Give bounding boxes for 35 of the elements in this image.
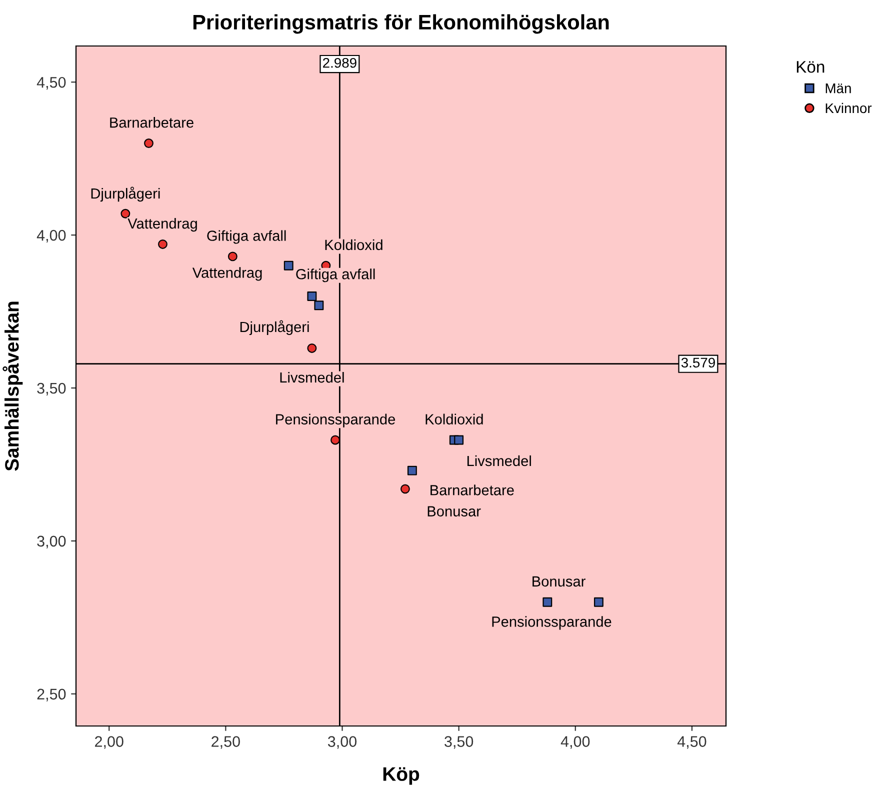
x-tick-label: 4,50 [677, 736, 706, 749]
annotation: Vattendrag [128, 218, 197, 232]
y-tick-label: 2,50 [37, 688, 66, 702]
annotation: Djurplågeri [240, 320, 309, 336]
annotation: Koldioxid [426, 414, 483, 424]
annotation: Djurplågeri [91, 186, 160, 202]
x-tick-label: 2,00 [95, 736, 124, 749]
annotation: Vattendrag [192, 267, 262, 281]
annotation: Pensionssparande [276, 414, 396, 428]
y-axis-title: Samhällspåverkan [2, 302, 23, 471]
y-tick-label: 4,50 [36, 76, 66, 90]
annotation: Giftiga avfall [207, 230, 286, 244]
annotation: Giftiga avfall [296, 268, 375, 282]
annotation: Bonusar [428, 506, 481, 516]
annotation: Livsmedel [467, 455, 531, 466]
legend-title: Kön [796, 61, 824, 73]
y-tick-label: 3,00 [37, 536, 66, 548]
ref-line-label: 2.989 [323, 58, 356, 68]
chart-title: Prioriteringsmatris för Ekonomihögskolan [193, 14, 609, 34]
x-tick-label: 4,00 [560, 736, 590, 749]
annotation: Koldioxid [325, 239, 382, 250]
annotation: Livsmedel [280, 372, 344, 383]
annotation: Barnarbetare [430, 484, 514, 496]
legend-label: Kvinnor [826, 102, 872, 114]
annotation: Pensionssparande [492, 616, 612, 630]
y-tick-label: 3,50 [37, 382, 66, 396]
x-tick-label: 3,50 [444, 736, 474, 749]
y-tick-label: 4,00 [36, 230, 66, 243]
x-axis-title: Köp [383, 767, 420, 785]
x-tick-label: 2,50 [212, 736, 240, 749]
annotation: Barnarbetare [110, 117, 194, 128]
annotation: Bonusar [532, 576, 586, 587]
ref-line-label: 3.579 [681, 358, 715, 368]
x-tick-label: 3,00 [328, 736, 357, 749]
legend-label: Män [826, 84, 851, 94]
